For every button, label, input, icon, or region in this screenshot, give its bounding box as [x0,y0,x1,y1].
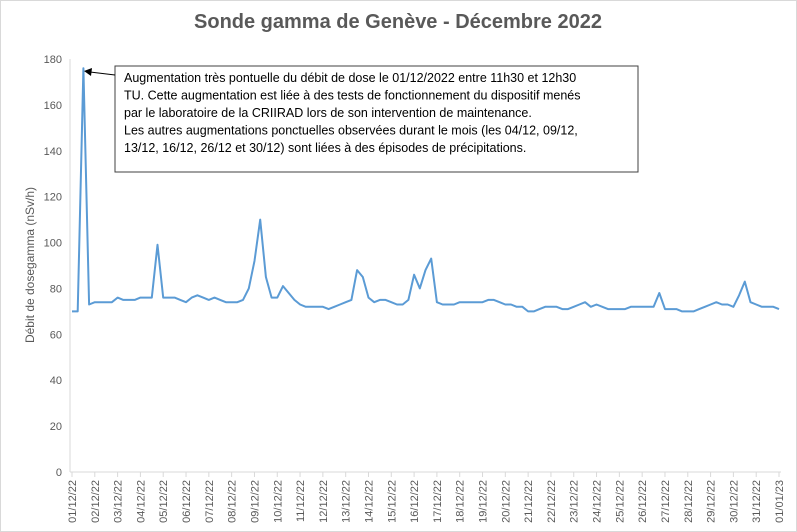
y-axis-label: Débit de dosegamma (nSv/h) [23,187,37,343]
y-tick-label: 100 [44,238,62,250]
y-tick-label: 20 [50,421,62,433]
x-tick-label: 19/12/22 [478,480,490,523]
x-tick-label: 10/12/22 [272,480,284,523]
annotation-arrowhead [84,68,92,76]
x-tick-label: 16/12/22 [409,480,421,523]
x-tick-label: 29/12/22 [706,480,718,523]
x-tick-label: 01/12/22 [67,480,79,523]
x-tick-label: 03/12/22 [113,480,125,523]
x-tick-label: 27/12/22 [660,480,672,523]
x-tick-label: 17/12/22 [432,480,444,523]
x-tick-label: 28/12/22 [683,480,695,523]
y-tick-label: 140 [44,146,62,158]
annotation-text: Augmentation très pontuelle du débit de … [124,71,576,85]
x-tick-label: 31/12/22 [751,480,763,523]
x-tick-label: 21/12/22 [523,480,535,523]
x-tick-label: 02/12/22 [90,480,102,523]
x-tick-label: 12/12/22 [318,480,330,523]
y-tick-label: 60 [50,329,62,341]
y-tick-label: 0 [56,467,62,479]
x-tick-label: 13/12/22 [341,480,353,523]
x-tick-label: 20/12/22 [500,480,512,523]
y-tick-label: 80 [50,283,62,295]
annotation-text: 13/12, 16/12, 26/12 et 30/12) sont liées… [124,141,526,155]
x-tick-label: 18/12/22 [455,480,467,523]
annotation-box [114,65,639,173]
x-tick-label: 23/12/22 [569,480,581,523]
x-tick-label: 26/12/22 [637,480,649,523]
x-tick-label: 05/12/22 [158,480,170,523]
x-tick-label: 04/12/22 [135,480,147,523]
y-tick-label: 120 [44,192,62,204]
y-tick-label: 40 [50,375,62,387]
x-tick-label: 09/12/22 [249,480,261,523]
x-tick-label: 14/12/22 [363,480,375,523]
annotation-text: Les autres augmentations ponctuelles obs… [124,124,578,138]
x-tick-label: 24/12/22 [592,480,604,523]
x-tick-label: 22/12/22 [546,480,558,523]
x-tick-label: 25/12/22 [614,480,626,523]
data-line [72,67,780,313]
x-tick-label: 06/12/22 [181,480,193,523]
y-tick-label: 160 [44,100,62,112]
x-tick-label: 01/01/23 [774,480,786,523]
x-tick-label: 07/12/22 [204,480,216,523]
x-tick-label: 30/12/22 [728,480,740,523]
chart-title: Sonde gamma de Genève - Décembre 2022 [194,11,602,33]
annotation-text: TU. Cette augmentation est liée à des te… [124,89,581,103]
annotation-text: par le laboratoire de la CRIIRAD lors de… [124,106,532,120]
x-tick-label: 08/12/22 [227,480,239,523]
x-tick-label: 15/12/22 [386,480,398,523]
x-tick-label: 11/12/22 [295,480,307,522]
y-tick-label: 180 [44,54,62,66]
annotation-arrow [89,71,116,76]
